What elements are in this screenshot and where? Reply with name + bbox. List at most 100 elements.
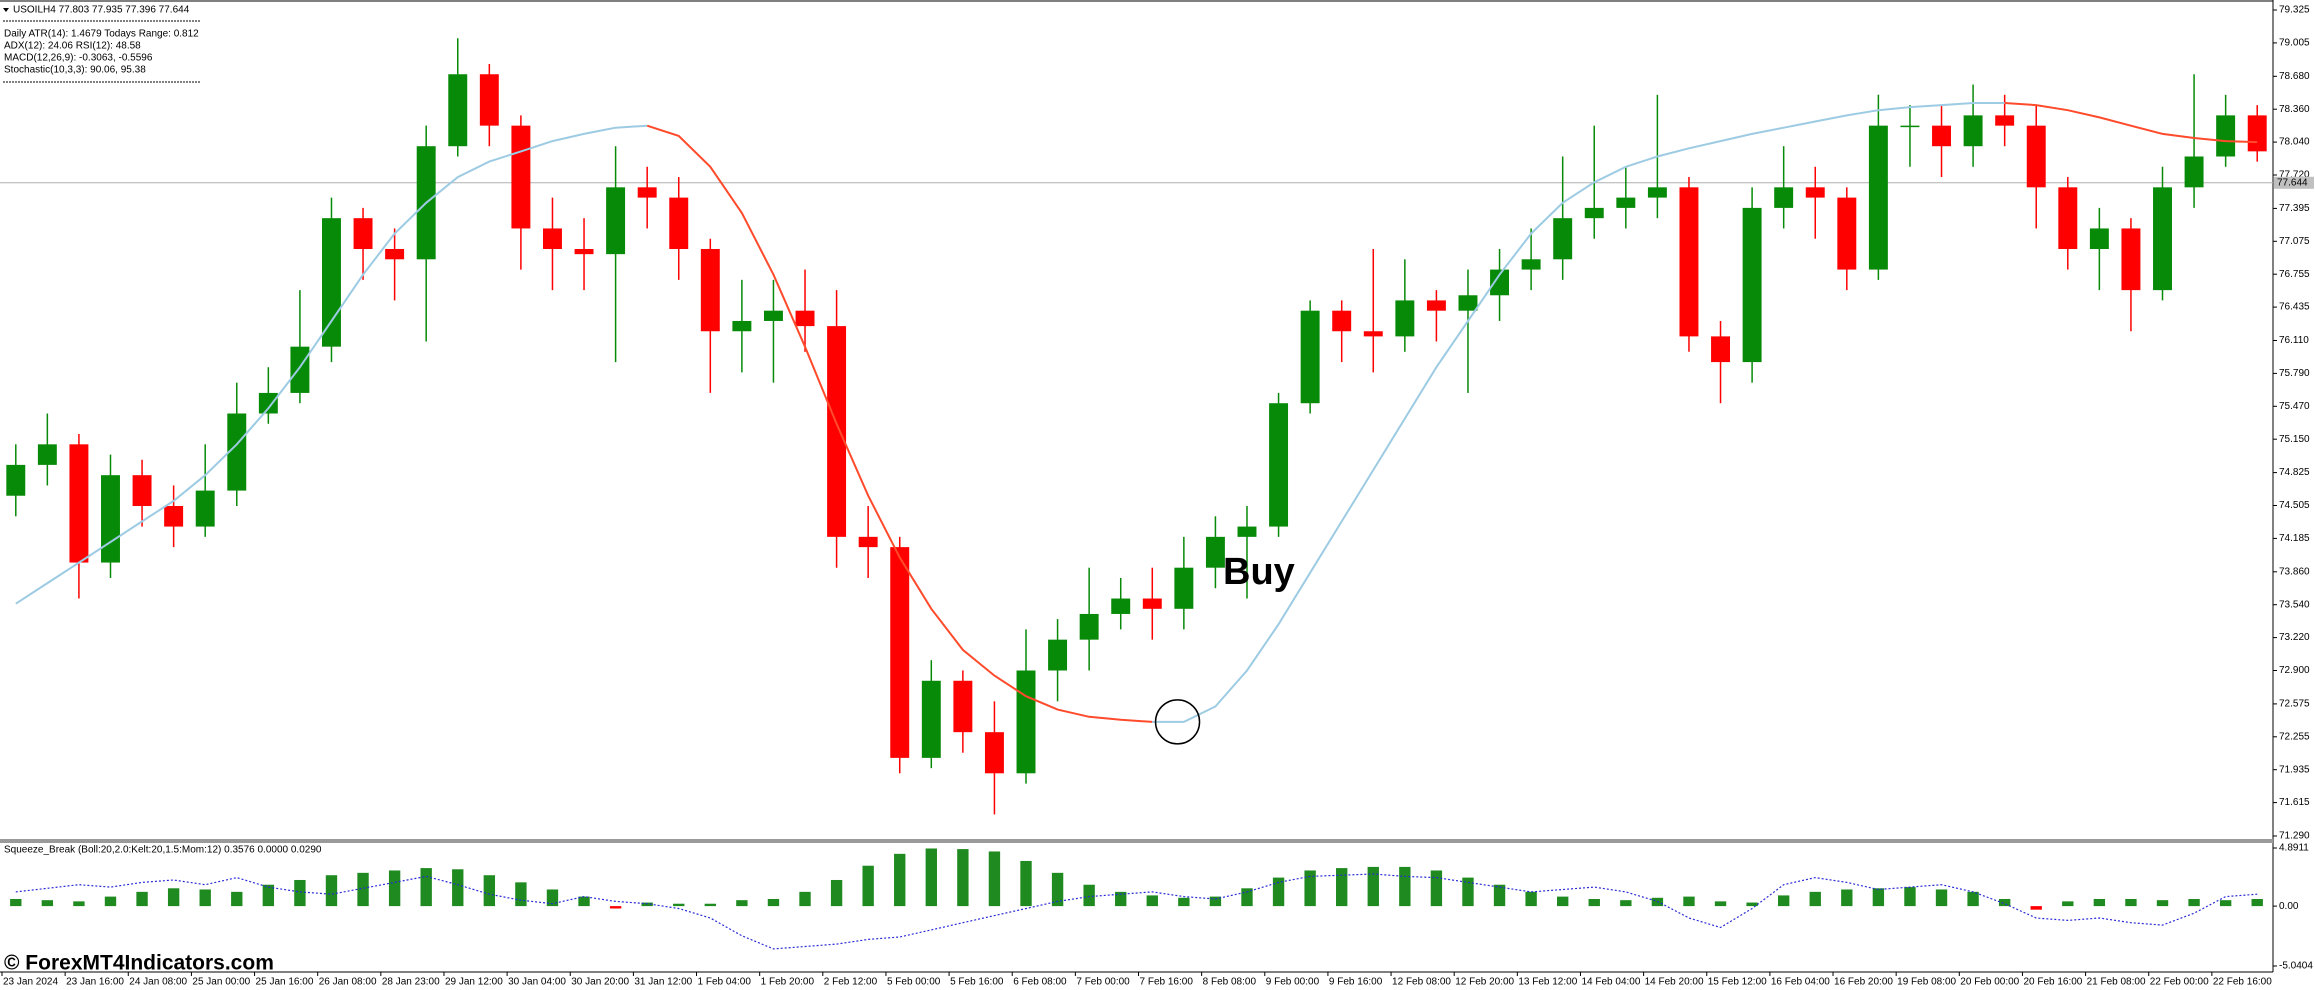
histogram-bar <box>1241 888 1253 907</box>
histogram-bar <box>231 891 243 907</box>
candle-body <box>827 326 847 537</box>
candle-body <box>1679 187 1699 337</box>
histogram-bar <box>1809 891 1821 907</box>
candle-body <box>1269 403 1289 527</box>
y-tick-label: 73.220 <box>2279 632 2310 643</box>
x-tick-label: 20 Feb 00:00 <box>1960 977 2019 988</box>
y-tick-label: 72.900 <box>2279 665 2310 676</box>
candle-body <box>795 310 815 327</box>
candle-body <box>2058 187 2078 250</box>
candle-body <box>1711 336 1731 363</box>
histogram-bar <box>1904 887 1916 907</box>
candle-body <box>195 490 215 527</box>
x-tick-label: 16 Feb 20:00 <box>1834 977 1893 988</box>
histogram-bar <box>1525 891 1537 907</box>
candle-body <box>1237 526 1257 537</box>
histogram-bar <box>1115 891 1127 907</box>
x-tick-label: 13 Feb 12:00 <box>1518 977 1577 988</box>
candle-body <box>479 74 499 126</box>
candle-body <box>858 536 878 548</box>
x-tick-label: 31 Jan 12:00 <box>634 977 692 988</box>
y-tick-label: 71.935 <box>2279 764 2310 775</box>
histogram-bar <box>641 902 653 907</box>
y-tick-label: 71.290 <box>2279 831 2310 842</box>
x-tick-label: 25 Jan 16:00 <box>256 977 314 988</box>
histogram-bar <box>673 903 685 907</box>
info-box <box>0 4 205 86</box>
moving-average <box>1152 102 2005 723</box>
candle-body <box>1016 670 1036 774</box>
info-line: Daily ATR(14): 1.4679 Todays Range: 0.81… <box>4 29 199 40</box>
candle-body <box>637 187 657 198</box>
histogram-bar <box>988 851 1001 907</box>
candle-body <box>37 444 57 465</box>
histogram-bar <box>546 889 559 907</box>
histogram-bar <box>1841 889 1853 907</box>
candle-body <box>2121 228 2141 291</box>
x-tick-label: 16 Feb 04:00 <box>1771 977 1830 988</box>
symbol-header: USOILH4 77.803 77.935 77.396 77.644 <box>13 5 190 16</box>
moving-average <box>2004 102 2258 144</box>
candle-body <box>101 475 120 563</box>
candle-body <box>763 310 783 321</box>
collapse-arrow <box>3 8 9 12</box>
histogram-bar <box>2062 901 2074 907</box>
x-tick-label: 26 Jan 08:00 <box>319 977 377 988</box>
y-tick-label: -5.0404 <box>2279 961 2313 972</box>
histogram-bar <box>1304 870 1316 907</box>
histogram-bar <box>136 891 148 907</box>
candle-body <box>1079 613 1099 640</box>
buy-annotation: Buy <box>1223 551 1295 593</box>
current-price-box <box>2274 176 2314 189</box>
x-tick-label: 30 Jan 20:00 <box>571 977 629 988</box>
signal-circle <box>1154 699 1201 745</box>
y-tick-label: 77.720 <box>2279 170 2310 181</box>
candle-body <box>1048 639 1068 671</box>
candle-body <box>1521 259 1541 270</box>
y-tick-label: 73.860 <box>2279 566 2310 577</box>
histogram-bar <box>452 869 464 907</box>
y-tick-label: 78.040 <box>2279 137 2310 148</box>
candle-body <box>953 680 973 733</box>
x-tick-label: 1 Feb 20:00 <box>761 977 815 988</box>
histogram-bar <box>799 891 811 907</box>
histogram-bar <box>73 901 85 907</box>
histogram-bar <box>1367 866 1379 907</box>
x-tick-label: 1 Feb 04:00 <box>698 977 752 988</box>
histogram-bar <box>736 900 748 907</box>
histogram-bar <box>325 875 338 907</box>
candle-body <box>1868 125 1888 270</box>
histogram-bar <box>388 870 401 907</box>
x-tick-label: 7 Feb 16:00 <box>1140 977 1194 988</box>
histogram-bar <box>1935 889 1948 907</box>
x-tick-label: 14 Feb 04:00 <box>1581 977 1640 988</box>
candle-body <box>1300 310 1320 404</box>
histogram-bar <box>2093 898 2106 907</box>
x-tick-label: 9 Feb 00:00 <box>1266 977 1320 988</box>
histogram-bar <box>1051 872 1064 907</box>
candle-body <box>2184 156 2204 188</box>
y-tick-label: 76.435 <box>2279 302 2310 313</box>
histogram-bar <box>104 896 117 907</box>
histogram-bar <box>1178 897 1190 907</box>
histogram-bar <box>894 853 906 907</box>
x-tick-label: 6 Feb 08:00 <box>1013 977 1067 988</box>
histogram-bar <box>1399 866 1411 907</box>
candle-body <box>448 74 468 147</box>
candle-body <box>1584 207 1604 219</box>
candle-body <box>574 249 594 255</box>
indicator-title: Squeeze_Break (Boll:20,2.0:Kelt:20,1.5:M… <box>4 845 322 856</box>
y-tick-label: 77.075 <box>2279 236 2310 247</box>
x-tick-label: 20 Feb 16:00 <box>2023 977 2082 988</box>
histogram-bar <box>704 903 716 907</box>
histogram-bar <box>1336 868 1348 907</box>
histogram-bar <box>767 898 780 907</box>
y-tick-label: 78.680 <box>2279 71 2310 82</box>
candle-body <box>1647 187 1667 198</box>
candle-body <box>1458 295 1478 311</box>
candle-body <box>2216 115 2236 157</box>
histogram-bar <box>1083 884 1095 907</box>
candle-body <box>1490 269 1510 296</box>
candle-body <box>2153 187 2172 291</box>
histogram-bar <box>1493 884 1506 907</box>
